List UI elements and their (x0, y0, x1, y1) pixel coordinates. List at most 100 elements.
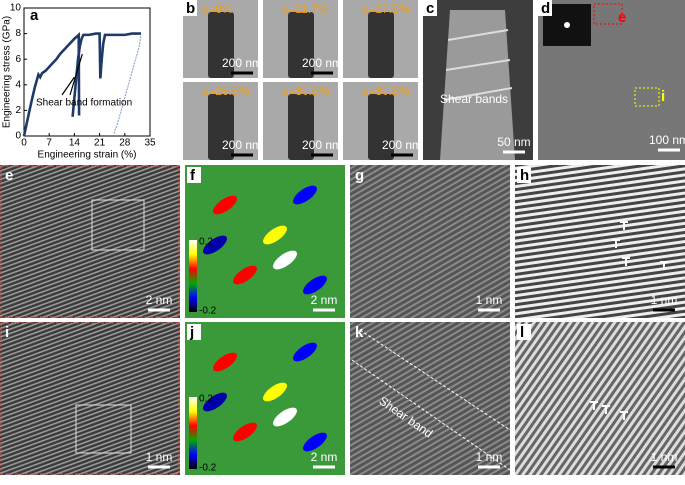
strain-blob (303, 275, 327, 295)
scale-label: 2 nm (146, 293, 173, 307)
curve (113, 34, 142, 134)
panel-label: b (186, 0, 195, 17)
y-tick-label: 8 (15, 28, 21, 39)
strain-label: ε=17.5% (363, 2, 410, 16)
x-tick-label: 28 (119, 138, 131, 149)
marker-i: i (661, 88, 665, 105)
dislocations (590, 221, 668, 420)
pillar (288, 12, 314, 78)
panel-label: h (520, 167, 529, 184)
panel-label: i (5, 324, 9, 341)
colorbar-min: -0.2 (199, 463, 217, 474)
strain-label: ε=0% (203, 2, 233, 16)
x-tick-label: 21 (94, 138, 106, 149)
panel-border (0, 322, 180, 475)
hrtem-image (515, 322, 685, 475)
pillar (368, 94, 394, 160)
scale-label: 50 nm (497, 135, 530, 149)
pillar (208, 94, 234, 160)
panel-label: e (5, 167, 13, 184)
strain-blob (233, 422, 257, 442)
strain-label: ε=11.7% (283, 2, 329, 16)
strain-blob (273, 407, 297, 427)
strain-label: ε=26.5% (203, 84, 250, 98)
scale-label: 1 nm (651, 293, 678, 307)
scale-label: 200 nm (382, 138, 422, 152)
colorbar-max: 0.2 (199, 394, 213, 405)
panel-label: a (30, 7, 39, 24)
hrtem-image (515, 165, 685, 318)
colorbar (189, 397, 197, 469)
y-tick-label: 4 (15, 79, 21, 90)
curve (71, 32, 102, 117)
label-box (538, 0, 552, 16)
y-axis-label: Engineering stress (GPa) (2, 16, 13, 128)
strain-blob (263, 225, 287, 245)
panel-label: l (520, 324, 524, 341)
region-e (593, 3, 623, 25)
label-box (187, 167, 201, 183)
scale-label: 2 nm (311, 293, 338, 307)
stress-strain-chart: 0 7 14 21 28 35 0 2 4 6 8 10 Engineering strain (%) E… (2, 3, 156, 161)
strain-blob (263, 382, 287, 402)
hrtem-image (0, 165, 180, 318)
strain-blob (213, 195, 237, 215)
hrtem-image (350, 322, 510, 475)
panel-label: d (541, 0, 550, 17)
label-box (187, 324, 201, 340)
curve (22, 31, 81, 137)
pillar (288, 94, 314, 160)
strain-label: ε=30.6% (283, 84, 330, 98)
plot-frame (23, 7, 151, 137)
panel-label: f (190, 167, 196, 184)
marker-e: e (618, 9, 626, 26)
scale-label: 2 nm (311, 450, 338, 464)
strain-blob (273, 250, 297, 270)
strain-blob (233, 265, 257, 285)
strain-blob (203, 392, 227, 412)
scale-label: 1 nm (146, 450, 173, 464)
zoom-box (91, 199, 145, 251)
label-box (183, 0, 197, 16)
x-axis-label: Engineering strain (%) (38, 150, 137, 161)
bands (443, 29, 513, 101)
panel-label: k (355, 324, 364, 341)
scale-label: 1 nm (651, 450, 678, 464)
x-tick-label: 14 (69, 138, 81, 149)
colorbar-max: 0.2 (199, 237, 213, 248)
strain-blob (293, 185, 317, 205)
strain-blob (293, 342, 317, 362)
strain-blob (213, 352, 237, 372)
panel-label: j (189, 324, 194, 341)
label-box (517, 324, 531, 340)
strain-blob (303, 432, 327, 452)
scale-label: 1 nm (476, 293, 503, 307)
scale-label: 1 nm (476, 450, 503, 464)
colorbar (189, 240, 197, 312)
strain-label: ε=30.8% (363, 84, 410, 98)
arrow (61, 53, 83, 96)
image-panels: ε=0% 200 nm ε=11.7% 200 nm ε=17.5% ε=26.5% 200… (0, 0, 685, 475)
strain-blob (203, 235, 227, 255)
x-tick-label: 7 (46, 138, 52, 149)
pillar (208, 12, 234, 78)
panel-label: c (426, 0, 434, 17)
hrtem-image (0, 322, 180, 475)
scale-label: 200 nm (302, 56, 342, 70)
y-tick-label: 0 (15, 131, 21, 142)
curve (99, 32, 141, 79)
annotation: Shear bands (440, 92, 508, 106)
colorbar-min: -0.2 (199, 306, 217, 317)
diffraction (564, 22, 570, 28)
scale-label: 200 nm (222, 138, 262, 152)
scale-label: 200 nm (222, 56, 262, 70)
annotation: Shear band formation (36, 98, 132, 109)
region-i (634, 87, 660, 107)
pillar (440, 10, 515, 160)
zoom-box (75, 404, 132, 454)
scale-label: 200 nm (302, 138, 342, 152)
y-tick-label: 6 (15, 54, 21, 65)
label-box (423, 0, 437, 16)
hrtem-image (350, 165, 510, 318)
